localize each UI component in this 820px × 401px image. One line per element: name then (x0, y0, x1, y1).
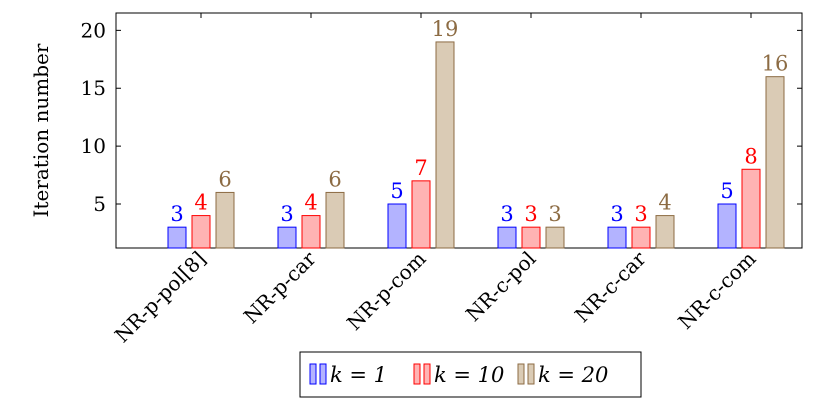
x-tick-label: NR-p-com (342, 247, 430, 335)
bar (545, 226, 565, 249)
data-label: 3 (524, 202, 537, 226)
data-label: 3 (634, 202, 647, 226)
x-tick-label: NR-c-com (673, 247, 760, 334)
legend: k = 1 k = 10 k = 20 (299, 351, 642, 398)
data-label: 4 (658, 191, 671, 215)
data-label: 3 (548, 202, 561, 226)
bar (497, 226, 517, 249)
x-tick-label: NR-p-pol[8] (110, 247, 211, 348)
data-label: 3 (170, 202, 183, 226)
data-label: 4 (194, 191, 207, 215)
bar (191, 215, 211, 249)
bar (765, 76, 785, 249)
y-tick-label: 20 (81, 18, 106, 42)
bar (167, 226, 187, 249)
bars (167, 41, 785, 249)
bar (411, 180, 431, 249)
bar (655, 215, 675, 249)
bar (387, 203, 407, 249)
bar (277, 226, 297, 249)
legend-swatch (423, 363, 431, 385)
data-label: 3 (280, 202, 293, 226)
legend-swatch (319, 363, 327, 385)
bar (607, 226, 627, 249)
data-label: 7 (414, 156, 427, 180)
x-tick-label: NR-c-car (570, 246, 651, 327)
bar (215, 191, 235, 249)
legend-entry: k = 10 (434, 363, 504, 387)
bar (435, 41, 455, 249)
legend-swatch (527, 363, 535, 385)
legend-swatch (309, 363, 317, 385)
data-label: 6 (218, 167, 231, 191)
legend-box (299, 351, 642, 398)
data-label: 16 (762, 52, 789, 76)
data-label: 19 (432, 17, 459, 41)
bar (631, 226, 651, 249)
legend-swatch (413, 363, 421, 385)
y-tick-label: 10 (81, 134, 106, 158)
plot-frame (115, 12, 803, 249)
x-tick-label: NR-c-pol (461, 247, 541, 327)
bar (521, 226, 541, 249)
bar (301, 215, 321, 249)
data-label: 6 (328, 167, 341, 191)
legend-swatch (517, 363, 525, 385)
data-label: 3 (610, 202, 623, 226)
y-tick-label: 15 (81, 76, 106, 100)
legend-entry: k = 1 (330, 363, 387, 387)
data-label: 8 (744, 144, 757, 168)
data-label: 3 (500, 202, 513, 226)
data-label: 5 (720, 179, 733, 203)
bar (717, 203, 737, 249)
legend-entry: k = 20 (538, 363, 608, 387)
bar (741, 168, 761, 249)
data-label: 4 (304, 191, 317, 215)
x-tick-label: NR-p-car (239, 246, 321, 328)
data-label: 5 (390, 179, 403, 203)
y-axis-label: Iteration number (29, 43, 53, 217)
bar (325, 191, 345, 249)
y-tick-label: 5 (93, 192, 106, 216)
